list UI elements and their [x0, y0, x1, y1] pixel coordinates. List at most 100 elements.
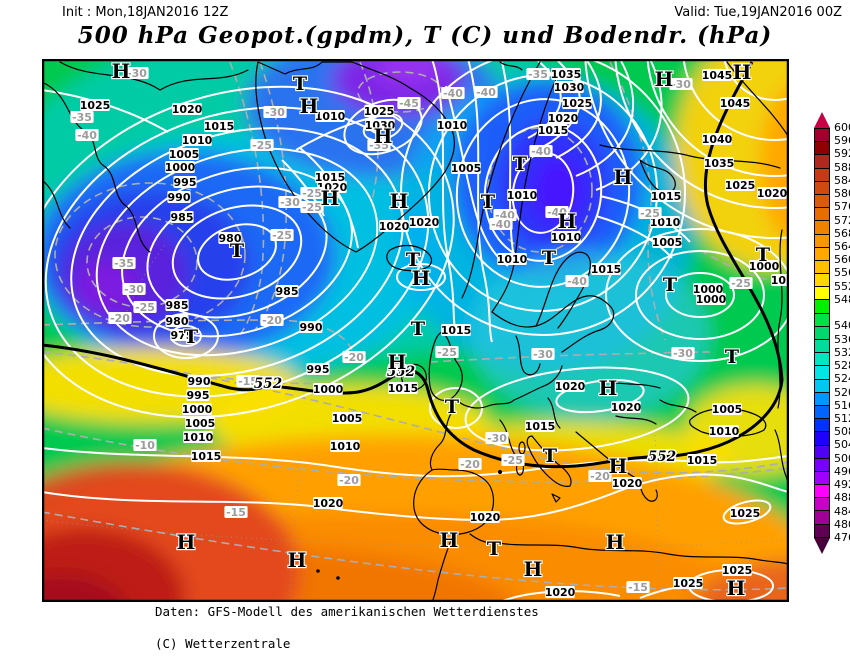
svg-text:1025: 1025	[730, 507, 761, 520]
temperature-label: -30	[671, 347, 695, 360]
temperature-label: -25	[300, 187, 324, 200]
pressure-label: 1010	[315, 110, 346, 123]
colorbar-cell	[815, 511, 829, 525]
svg-text:-20: -20	[460, 458, 480, 471]
pressure-label: 1010	[507, 189, 538, 202]
svg-text:-40: -40	[547, 206, 567, 219]
colorbar-cell	[815, 405, 829, 420]
svg-text:1010: 1010	[437, 119, 468, 132]
temperature-label: -20	[337, 474, 361, 487]
svg-text:995: 995	[187, 389, 210, 402]
svg-text:-30: -30	[671, 78, 691, 91]
colorbar-cell	[815, 432, 829, 446]
pressure-label: 1000	[693, 283, 724, 296]
colorbar-tick: 552	[834, 279, 850, 293]
temperature-label: -45	[397, 97, 421, 110]
pressure-label: 1005	[652, 236, 682, 249]
low-pressure-marker: T	[230, 240, 244, 262]
svg-text:1025: 1025	[80, 99, 111, 112]
colorbar-tick: 532	[834, 345, 850, 359]
svg-text:1035: 1035	[704, 157, 735, 170]
high-pressure-marker: H	[609, 454, 628, 478]
svg-text:1000: 1000	[313, 383, 344, 396]
high-pressure-marker: H	[599, 376, 618, 400]
svg-text:-45: -45	[399, 97, 419, 110]
temperature-label: -20	[588, 470, 612, 483]
svg-text:985: 985	[166, 299, 189, 312]
colorbar-cell	[815, 313, 829, 327]
svg-text:1025: 1025	[562, 97, 593, 110]
low-pressure-marker: T	[543, 445, 557, 467]
colorbar-tick: 540	[834, 319, 850, 333]
svg-text:-40: -40	[476, 86, 496, 99]
svg-text:1005: 1005	[712, 403, 743, 416]
pressure-label: 1035	[551, 68, 581, 81]
svg-text:1020: 1020	[313, 497, 344, 510]
colorbar-tick: 484	[834, 504, 850, 518]
pressure-label: 1000	[749, 260, 780, 273]
svg-text:-20: -20	[110, 312, 130, 325]
pressure-label: 995	[186, 389, 210, 402]
svg-text:-15: -15	[238, 375, 258, 388]
svg-text:-30: -30	[280, 196, 300, 209]
svg-text:-40: -40	[443, 87, 463, 100]
temperature-label: -30	[485, 432, 509, 445]
colorbar-cell	[815, 524, 829, 537]
pressure-label: 1025	[364, 105, 394, 118]
pressure-label: 1000	[182, 403, 213, 416]
colorbar-tick: 512	[834, 411, 850, 425]
pressure-label: 995	[306, 363, 330, 376]
svg-text:1010: 1010	[551, 231, 582, 244]
pressure-label: 1020	[313, 497, 344, 510]
temperature-label: -30	[122, 283, 146, 296]
svg-text:1005: 1005	[185, 417, 216, 430]
svg-text:985: 985	[171, 211, 194, 224]
high-pressure-marker: H	[727, 576, 746, 600]
svg-text:1015: 1015	[651, 190, 682, 203]
svg-text:-30: -30	[533, 348, 553, 361]
high-pressure-marker: H	[321, 186, 340, 210]
pressure-label: 1045	[720, 97, 751, 110]
colorbar-cell	[815, 208, 829, 222]
high-pressure-marker: H	[558, 209, 577, 233]
svg-text:1005: 1005	[169, 148, 200, 161]
svg-text:-30: -30	[124, 283, 144, 296]
pressure-label: 1010	[497, 253, 528, 266]
temperature-label: -30	[125, 67, 149, 80]
temperature-label: -40	[529, 145, 553, 158]
geopotential-552-label: 552	[648, 449, 676, 465]
svg-text:1045: 1045	[720, 97, 751, 110]
colorbar-tick: 500	[834, 451, 850, 465]
svg-text:1010: 1010	[709, 425, 740, 438]
temperature-label: -25	[729, 277, 753, 290]
svg-text:1020: 1020	[409, 216, 440, 229]
temperature-label: -30	[531, 348, 555, 361]
colorbar-cell	[815, 485, 829, 499]
svg-text:1005: 1005	[332, 412, 363, 425]
temperature-label: -20	[342, 351, 366, 364]
svg-text:-20: -20	[590, 470, 610, 483]
temperature-label: -25	[638, 207, 662, 220]
low-pressure-marker: T	[663, 274, 677, 296]
valid-time-label: Valid: Tue,19JAN2016 00Z	[674, 5, 842, 20]
high-pressure-marker: H	[440, 528, 459, 552]
temperature-label: -20	[458, 458, 482, 471]
pressure-label: 990	[167, 191, 191, 204]
pressure-label: 980	[218, 232, 242, 245]
pressure-label: 1015	[191, 450, 221, 463]
colorbar-tick: 576	[834, 200, 850, 214]
weather-map-svg: 1025 102010151010100510009959909859801010…	[41, 58, 790, 603]
pressure-label: 1010	[551, 231, 582, 244]
low-pressure-marker: T	[487, 538, 501, 560]
geopotential-552-label: 552	[254, 376, 282, 392]
high-pressure-marker: H	[300, 94, 319, 118]
temperature-label: -20	[260, 314, 284, 327]
pressure-label: 1015	[388, 382, 418, 395]
colorbar-cell	[815, 419, 829, 433]
svg-text:1010: 1010	[183, 431, 214, 444]
colorbar-tick: 596	[834, 134, 850, 148]
colorbar-tick: 508	[834, 425, 850, 439]
pressure-label: 1025	[562, 97, 593, 110]
temperature-label: -25	[133, 301, 157, 314]
colorbar-cell	[815, 326, 829, 340]
